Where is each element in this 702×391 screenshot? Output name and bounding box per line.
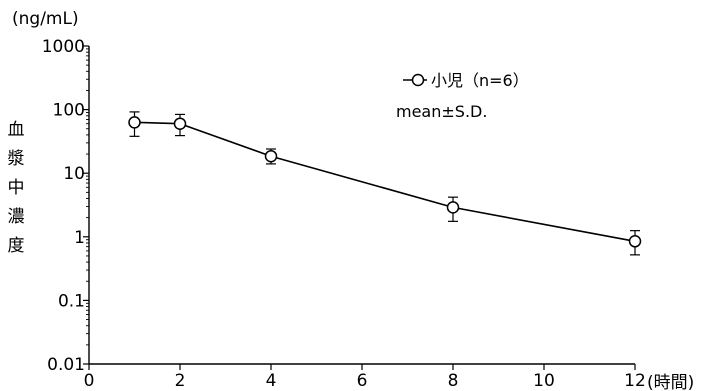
x-tick-label: 4 <box>266 371 277 391</box>
x-axis-label: (時間) <box>647 373 694 391</box>
legend-marker <box>411 73 425 87</box>
x-tick-label: 12 <box>624 371 646 391</box>
y-tick-label: 0.01 <box>47 355 85 375</box>
data-point <box>628 235 642 248</box>
y-axis-label-char: 濃 <box>8 207 25 227</box>
y-axis-label-char: 血 <box>8 120 25 140</box>
legend-note: mean±S.D. <box>396 102 487 121</box>
axes <box>88 46 635 365</box>
legend: 小児（n=6） mean±S.D. <box>396 71 529 121</box>
y-tick-label: 100 <box>53 101 85 121</box>
x-tick-label: 8 <box>448 371 459 391</box>
series-line <box>134 121 636 243</box>
y-tick-label: 1000 <box>42 37 85 57</box>
y-tick-label: 10 <box>63 164 85 184</box>
y-axis-label-char: 度 <box>8 236 25 256</box>
legend-entry: 小児（n=6） <box>431 71 529 90</box>
ticks: 0.01 0.1 1 10 100 1000 0 2 4 6 8 10 12 <box>42 37 646 391</box>
series-group <box>128 111 642 256</box>
x-tick-label: 10 <box>533 371 555 391</box>
x-tick-label: 6 <box>357 371 368 391</box>
data-point <box>446 201 460 214</box>
data-point <box>128 116 141 129</box>
x-tick-label: 0 <box>84 371 95 391</box>
x-tick-label: 2 <box>175 371 186 391</box>
y-tick-label: 1 <box>74 228 85 248</box>
y-axis-label-char: 中 <box>8 178 25 198</box>
y-axis-label-char: 漿 <box>8 149 25 169</box>
data-point <box>173 117 187 130</box>
data-point <box>264 149 278 163</box>
y-tick-label: 0.1 <box>58 291 85 311</box>
y-unit-label: (ng/mL) <box>12 9 79 29</box>
axis-labels: (ng/mL) (時間) <box>12 9 694 391</box>
